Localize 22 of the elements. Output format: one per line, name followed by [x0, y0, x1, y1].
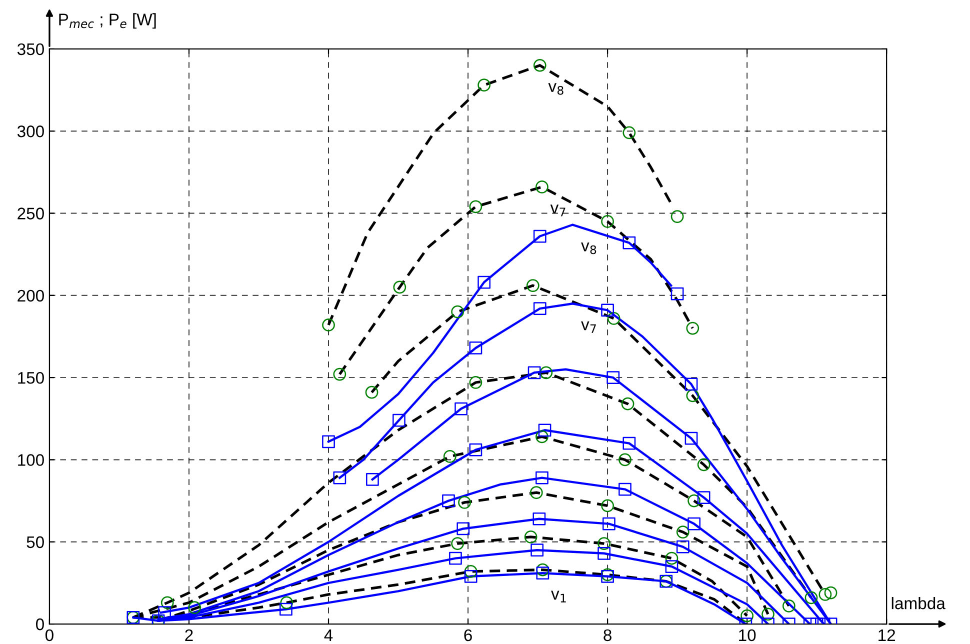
series-label: v$_{8}$: [581, 242, 596, 254]
x-tick-label: 0: [45, 629, 54, 642]
series-label: v$_{8}$: [548, 83, 564, 95]
x-tick-label: 10: [739, 629, 756, 642]
series-label: v$_{1}$: [551, 590, 566, 602]
y-tick-label: 50: [26, 536, 44, 548]
x-tick-label: 8: [604, 629, 612, 642]
y-tick-label: 0: [36, 618, 44, 630]
y-tick-label: 250: [18, 208, 44, 220]
x-tick-label: 12: [878, 629, 896, 641]
y-tick-label: 150: [18, 372, 44, 384]
x-axis-title: lambda: [892, 597, 946, 610]
x-tick-label: 4: [324, 630, 333, 641]
y-tick-label: 300: [17, 126, 44, 138]
y-tick-label: 100: [18, 454, 44, 466]
y-axis-title: P$_{mec}$ ; P$_{e}$ [W]: [59, 13, 156, 29]
x-tick-label: 6: [464, 629, 472, 642]
y-tick-label: 200: [18, 290, 44, 302]
series-label: v$_{7}$: [581, 321, 596, 333]
series-label: v$_{7}$: [550, 204, 566, 216]
x-tick-label: 2: [185, 629, 193, 641]
y-tick-label: 350: [17, 43, 44, 56]
